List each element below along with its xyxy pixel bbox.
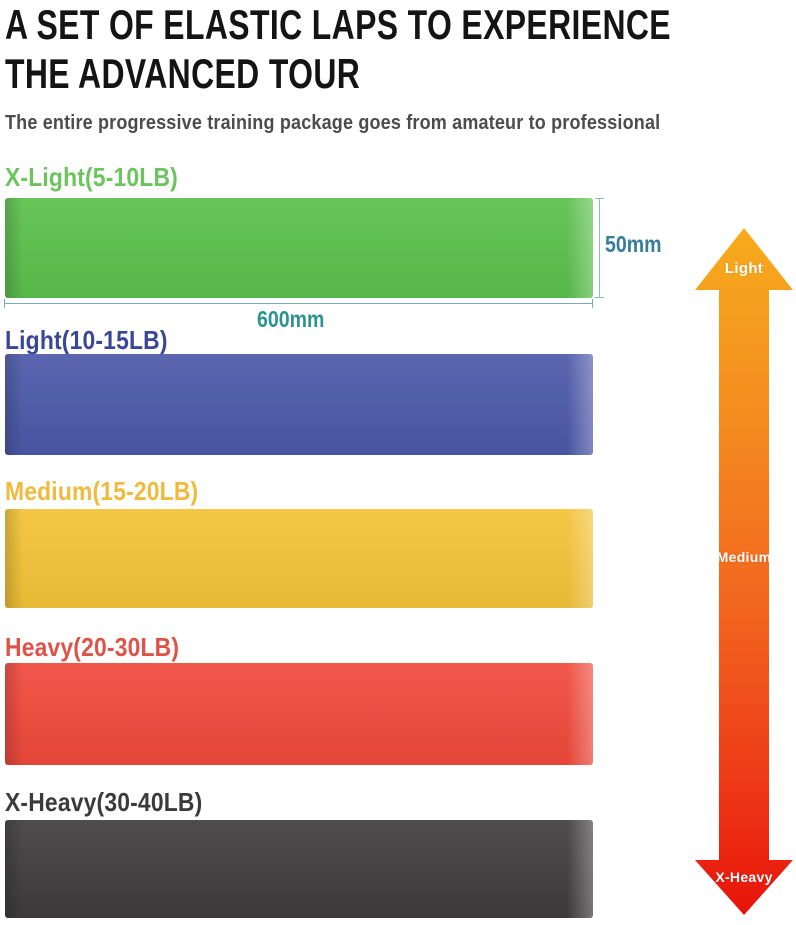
width-dimension-line: [4, 303, 593, 304]
band-bar-medium: [5, 509, 593, 608]
page-subtitle: The entire progressive training package …: [5, 112, 661, 134]
height-dimension-label: 50mm: [605, 231, 662, 257]
band-bar-heavy: [5, 663, 593, 765]
width-dimension-tick-left: [4, 299, 5, 308]
arrow-label-medium: Medium: [716, 549, 772, 565]
page-title: A SET OF ELASTIC LAPS TO EXPERIENCE THE …: [5, 0, 671, 98]
band-bar-x-light: [5, 198, 593, 298]
title-line-2: THE ADVANCED TOUR: [5, 50, 361, 97]
height-dimension-line: [599, 198, 600, 298]
band-label-x-light: X-Light(5-10LB): [5, 162, 178, 192]
arrow-label-x-heavy: X-Heavy: [715, 869, 773, 885]
height-dimension-cap-top: [595, 198, 604, 199]
band-bar-x-heavy: [5, 820, 593, 918]
width-dimension-tick-right: [592, 299, 593, 308]
resistance-gradient-arrow: Light Medium X-Heavy: [695, 228, 793, 915]
title-line-1: A SET OF ELASTIC LAPS TO EXPERIENCE: [5, 1, 671, 48]
arrow-label-light: Light: [724, 260, 764, 277]
band-bar-light: [5, 354, 593, 455]
width-dimension-label: 600mm: [257, 306, 325, 332]
band-label-medium: Medium(15-20LB): [5, 476, 199, 506]
band-label-heavy: Heavy(20-30LB): [5, 632, 180, 662]
height-dimension-cap-bottom: [595, 297, 604, 298]
band-label-light: Light(10-15LB): [5, 325, 168, 355]
band-label-x-heavy: X-Heavy(30-40LB): [5, 787, 203, 817]
